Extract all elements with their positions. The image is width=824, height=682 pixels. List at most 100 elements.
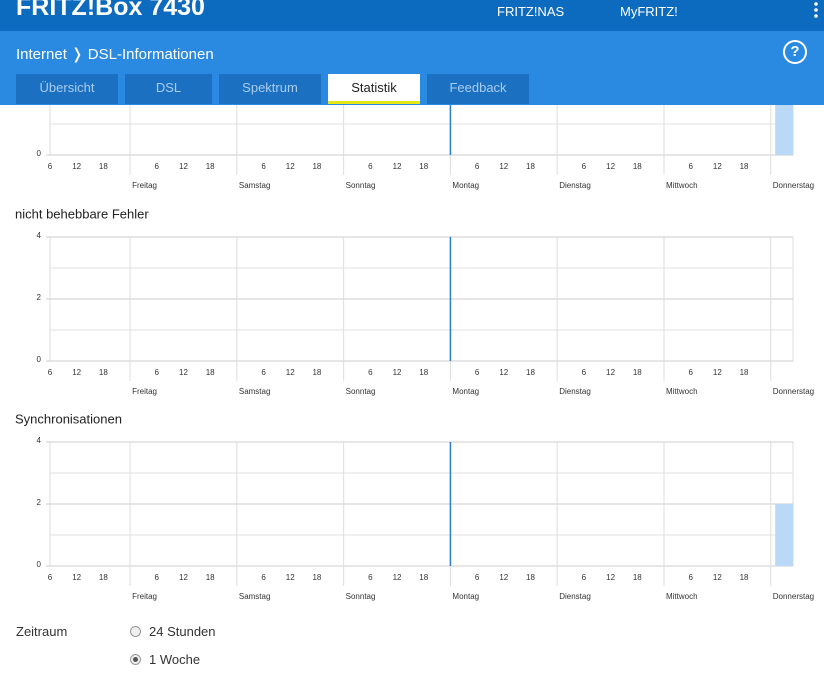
x-tick-label: 18 [206,573,215,582]
x-tick-label: 6 [261,573,266,582]
y-tick-label: 0 [37,560,42,569]
x-tick-label: 12 [606,162,615,171]
bar [775,93,793,155]
x-tick-label: 18 [99,162,108,171]
x-tick-label: 12 [179,368,188,377]
x-tick-label: 18 [740,573,749,582]
x-tick-label: 6 [48,368,53,377]
radio-label[interactable]: 1 Woche [149,652,201,667]
y-tick-label: 0 [37,149,42,158]
x-tick-label: 18 [419,368,428,377]
x-tick-label: 18 [633,162,642,171]
x-tick-label: 18 [312,573,321,582]
x-tick-label: 12 [393,162,402,171]
x-tick-label: 6 [688,368,693,377]
x-tick-label: 12 [72,573,81,582]
y-tick-label: 4 [37,231,42,240]
x-tick-label: 18 [206,368,215,377]
day-label: Samstag [239,387,271,396]
top-bar: FRITZ!Box 7430 FRITZ!NAS MyFRITZ! [0,0,824,31]
x-tick-label: 12 [713,573,722,582]
x-tick-label: 18 [99,573,108,582]
day-label: Mittwoch [666,181,698,190]
x-tick-label: 12 [499,573,508,582]
x-tick-label: 6 [155,162,160,171]
x-tick-label: 6 [688,573,693,582]
x-tick-label: 6 [368,368,373,377]
x-tick-label: 18 [206,162,215,171]
x-tick-label: 6 [48,573,53,582]
day-label: Sonntag [346,181,376,190]
day-label: Mittwoch [666,592,698,601]
x-tick-label: 12 [286,368,295,377]
x-tick-label: 6 [475,573,480,582]
day-label: Montag [452,592,479,601]
x-tick-label: 18 [526,573,535,582]
x-tick-label: 12 [393,368,402,377]
bar [775,504,793,566]
breadcrumb: Internet ❭ DSL-Informationen [16,46,214,63]
day-label: Montag [452,387,479,396]
help-button[interactable]: ? [783,40,807,64]
radio[interactable] [130,626,141,637]
x-tick-label: 12 [713,162,722,171]
x-tick-label: 6 [261,368,266,377]
x-tick-label: 6 [475,368,480,377]
tab[interactable]: Spektrum [219,74,321,104]
day-label: Donnerstag [773,181,814,190]
x-tick-label: 12 [393,573,402,582]
x-tick-label: 12 [72,162,81,171]
day-label: Donnerstag [773,592,814,601]
x-tick-label: 12 [286,573,295,582]
top-link[interactable]: FRITZ!NAS [497,4,565,19]
menu-icon[interactable] [0,0,824,31]
x-tick-label: 6 [368,573,373,582]
x-tick-label: 6 [261,162,266,171]
x-tick-label: 12 [713,368,722,377]
x-tick-label: 6 [475,162,480,171]
x-tick-label: 6 [155,368,160,377]
x-tick-label: 6 [582,573,587,582]
y-tick-label: 0 [37,355,42,364]
x-tick-label: 18 [633,368,642,377]
sub-bar: Internet ❭ DSL-Informationen ? Übersicht… [0,31,824,105]
x-tick-label: 6 [582,368,587,377]
crumb[interactable]: Internet [16,46,67,63]
day-label: Freitag [132,592,157,601]
x-tick-label: 12 [72,368,81,377]
day-label: Freitag [132,387,157,396]
x-tick-label: 18 [99,368,108,377]
x-tick-label: 12 [499,368,508,377]
day-label: Sonntag [346,387,376,396]
day-label: Dienstag [559,592,591,601]
day-label: Samstag [239,592,271,601]
x-tick-label: 18 [740,162,749,171]
y-tick-label: 2 [37,293,42,302]
x-tick-label: 18 [419,162,428,171]
tab[interactable]: Übersicht [16,74,118,104]
x-tick-label: 12 [606,573,615,582]
x-tick-label: 12 [179,573,188,582]
x-tick-label: 18 [526,162,535,171]
form-label: Zeitraum [16,624,68,639]
chart-title: Synchronisationen [15,411,122,426]
tab[interactable]: DSL [125,74,212,104]
x-tick-label: 6 [368,162,373,171]
day-label: Dienstag [559,181,591,190]
day-label: Montag [452,181,479,190]
crumb: DSL-Informationen [87,46,214,63]
x-tick-label: 18 [419,573,428,582]
y-tick-label: 2 [37,498,42,507]
brand: FRITZ!Box 7430 [16,0,205,21]
x-tick-label: 6 [688,162,693,171]
day-label: Sonntag [346,592,376,601]
x-tick-label: 18 [740,368,749,377]
x-tick-label: 12 [606,368,615,377]
tab[interactable]: Feedback [427,74,529,104]
chart-title: nicht behebbare Fehler [15,206,149,221]
tab[interactable]: Statistik [328,74,420,104]
radio[interactable] [130,654,141,665]
top-link[interactable]: MyFRITZ! [620,4,678,19]
radio-label[interactable]: 24 Stunden [149,624,216,639]
